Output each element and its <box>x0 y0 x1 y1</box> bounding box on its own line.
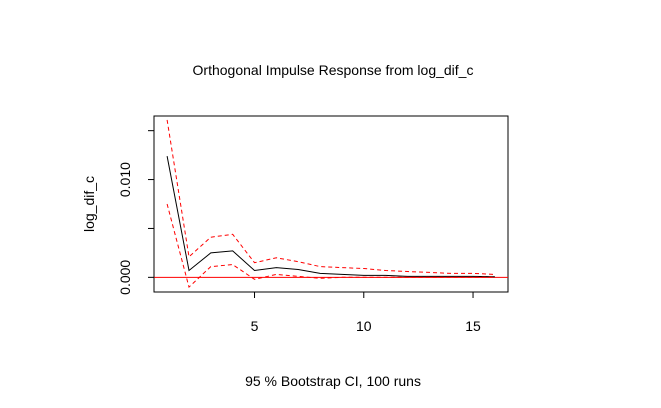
y-tick-label: 0.000 <box>117 260 133 295</box>
plot-layer <box>154 119 508 289</box>
series-line-1 <box>166 119 495 275</box>
chart-title: Orthogonal Impulse Response from log_dif… <box>193 62 474 78</box>
y-tick-label: 0.010 <box>117 162 133 197</box>
x-tick-label: 5 <box>251 318 259 334</box>
x-tick-label: 15 <box>465 318 481 334</box>
plot-box <box>153 115 509 293</box>
series-line-0 <box>166 156 495 278</box>
x-axis: 5 10 15 <box>251 291 481 334</box>
series-line-2 <box>166 203 495 289</box>
chart-footer: 95 % Bootstrap CI, 100 runs <box>245 373 421 389</box>
y-axis-label: log_dif_c <box>81 176 97 232</box>
y-axis: 0.000 0.010 <box>117 130 155 295</box>
x-tick-label: 10 <box>356 318 372 334</box>
